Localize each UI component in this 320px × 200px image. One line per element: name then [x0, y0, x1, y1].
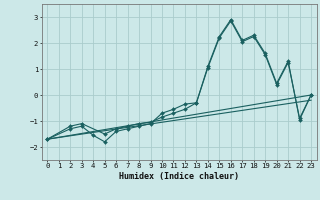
X-axis label: Humidex (Indice chaleur): Humidex (Indice chaleur) [119, 172, 239, 181]
